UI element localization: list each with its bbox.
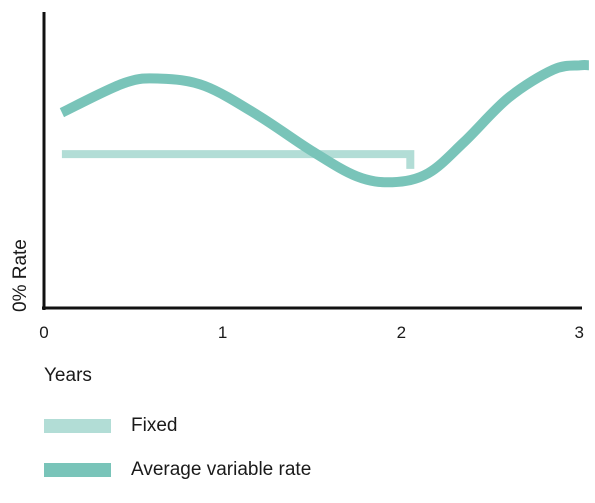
x-tick-labels: 0 1 2 3 [39, 323, 584, 342]
x-tick-label-1: 1 [218, 323, 227, 342]
legend-label-fixed: Fixed [131, 415, 178, 436]
legend-item-fixed: Fixed [44, 415, 311, 437]
legend-label-variable: Average variable rate [131, 459, 312, 480]
y-axis-title: 0% Rate [10, 239, 31, 312]
series-layer [59, 59, 590, 188]
x-tick-label-3: 3 [575, 323, 584, 342]
x-tick-label-2: 2 [397, 323, 406, 342]
line-chart: 0 1 2 3 0% Rate Years [10, 12, 590, 386]
legend-swatch-variable [44, 463, 111, 477]
x-tick-label-0: 0 [39, 323, 48, 342]
legend-item-variable: Average variable rate [44, 459, 311, 481]
legend: Fixed Average variable rate [44, 415, 311, 503]
x-axis-title: Years [44, 365, 92, 386]
legend-swatch-fixed [44, 419, 111, 433]
series-line-fixed [61, 150, 415, 169]
series-line-variable [59, 59, 590, 188]
